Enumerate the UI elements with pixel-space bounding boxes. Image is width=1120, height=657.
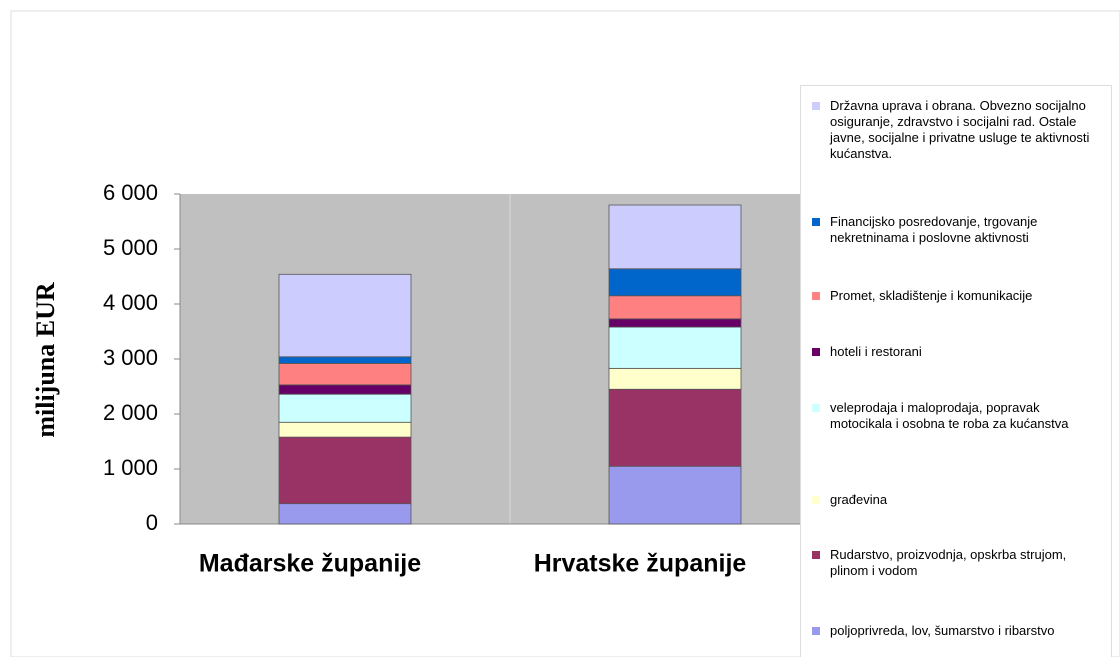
bar-segment [608,295,742,320]
y-tick-label: 5 000 [103,235,158,260]
legend-entry: Financijsko posredovanje, trgovanje nekr… [812,214,1097,246]
bar-segment [278,436,412,505]
y-tick-label: 2 000 [103,400,158,425]
bar-segment [608,326,742,369]
bar-segment [278,503,412,525]
legend-label: Rudarstvo, proizvodnja, opskrba strujom,… [830,547,1067,578]
bar-segment [278,273,412,358]
legend-entry: poljoprivreda, lov, šumarstvo i ribarstv… [812,623,1097,639]
y-axis-label: milijuna EUR [31,282,60,438]
legend-label: Financijsko posredovanje, trgovanje nekr… [830,214,1038,245]
legend-entry: Rudarstvo, proizvodnja, opskrba strujom,… [812,547,1097,579]
legend-marker [812,348,820,356]
bar-segment [278,362,412,386]
legend-label: građevina [830,492,888,507]
legend-marker [812,102,820,110]
legend-label: poljoprivreda, lov, šumarstvo i ribarstv… [830,623,1055,638]
legend-entry: građevina [812,492,1097,508]
bar-segment [608,318,742,328]
legend-entry: Državna uprava i obrana. Obvezno socijal… [812,98,1097,162]
y-tick-label: 6 000 [103,180,158,205]
legend [800,85,1112,657]
legend-entry: Promet, skladištenje i komunikacije [812,288,1097,304]
legend-label: hoteli i restorani [830,344,922,359]
legend-marker [812,404,820,412]
legend-marker [812,292,820,300]
legend-entry: veleprodaja i maloprodaja, popravak moto… [812,400,1097,432]
bar-segment [608,367,742,390]
legend-marker [812,551,820,559]
legend-entry: hoteli i restorani [812,344,1097,360]
bar-segment [608,465,742,525]
bar-segment [278,421,412,438]
y-tick-label: 1 000 [103,455,158,480]
bar-segment [278,393,412,423]
x-tick-label: Hrvatske županije [534,550,747,578]
bar-segment [278,356,412,364]
bar-segment [608,268,742,297]
y-tick-label: 4 000 [103,290,158,315]
bar-segment [608,388,742,467]
bar-segment [278,384,412,395]
legend-marker [812,496,820,504]
y-tick-label: 3 000 [103,345,158,370]
x-tick-label: Mađarske županije [199,550,421,578]
legend-marker [812,218,820,226]
legend-label: Državna uprava i obrana. Obvezno socijal… [830,98,1090,161]
legend-label: Promet, skladištenje i komunikacije [830,288,1033,303]
bar-segment [608,204,742,270]
legend-marker [812,627,820,635]
y-tick-label: 0 [146,510,158,535]
legend-label: veleprodaja i maloprodaja, popravak moto… [830,400,1069,431]
